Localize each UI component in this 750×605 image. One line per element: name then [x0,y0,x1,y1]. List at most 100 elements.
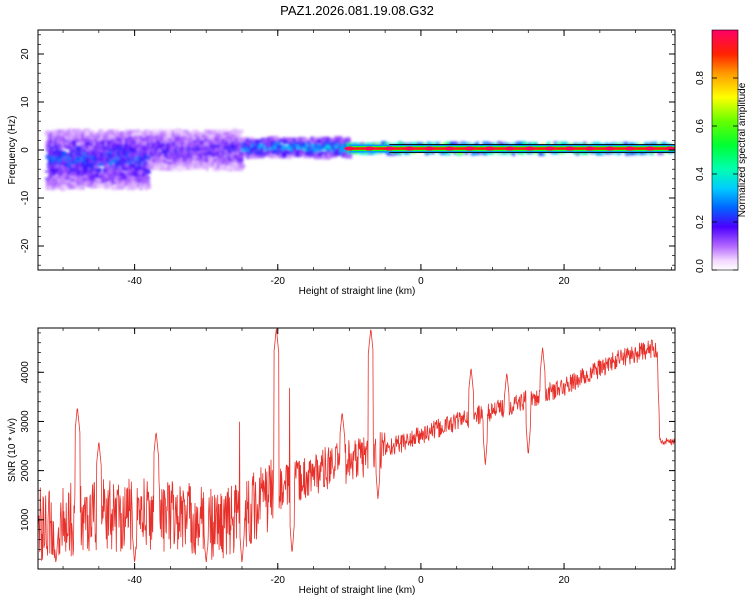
spectrogram-cell [336,142,343,148]
spectrogram-cell [83,157,90,160]
spectrogram-cell [343,149,348,154]
spectrogram-cell [216,153,223,159]
spectrogram-cell [51,169,57,175]
spectrogram-cell [144,175,151,181]
spectrogram-cell [176,146,182,152]
spectrogram-cell [171,167,179,171]
y-tick-label: 10 [20,96,31,108]
spectrogram-cell [165,146,173,152]
spectrogram-cell [204,161,210,167]
spectrogram-cell [146,157,151,161]
spectrogram-cell [208,155,213,160]
spectrogram-cell [103,138,110,143]
spectrogram-cell [324,151,329,155]
spectrogram-cell [103,155,110,160]
spectrogram-peak [624,146,635,151]
spectrogram-cell [108,183,112,188]
spectrogram-cell [81,185,85,190]
spectrogram-cell [321,144,330,148]
y-tick-label: 3000 [20,410,31,433]
spectrogram-cell [123,131,128,135]
spectrogram-cell [130,159,134,163]
spectrogram-cell [55,170,60,175]
spectrogram-cell [145,185,152,189]
spectrogram-cell [97,136,104,142]
spectrogram-cell [538,150,545,156]
figure-title: PAZ1.2026.081.19.08.G32 [280,3,434,18]
spectrogram-cell [205,146,209,150]
spectrogram-cell [138,155,143,161]
spectrogram-cell [46,182,52,186]
spectrogram-cell [53,165,61,170]
spectrogram-cell [546,141,551,147]
spectrogram-cell [143,182,151,185]
spectrogram-cell [166,165,175,171]
spectrogram-cell [453,142,459,147]
spectrogram-cell [305,143,310,148]
x-tick-label: -40 [127,575,142,586]
spectrogram-cell [440,151,446,155]
spectrogram-cell [146,171,151,174]
spectrogram-cell [182,135,188,140]
spectrogram-cell [231,161,238,167]
spectrogram-cell [208,157,216,163]
spectrogram-peak [364,146,375,151]
spectrogram-cell [305,149,309,155]
spectrogram-cell [100,129,104,134]
spectrogram-cell [272,153,276,159]
spectrogram-cell [243,151,249,156]
snr-series-line [38,328,675,563]
spectrogram-cell [287,154,292,160]
spectrogram-cell [152,132,157,136]
spectrogram-cell [139,176,144,180]
spectrogram-cell [234,134,241,137]
y-tick-label: 20 [20,48,31,60]
spectrogram-cell [166,130,174,133]
spectrogram-cell [155,134,161,140]
spectrogram-cell [126,179,133,183]
spectrogram-cell [72,144,77,149]
spectrogram-cell [325,145,333,150]
spectrogram-cell [45,184,52,191]
spectrogram-cell [189,149,196,155]
spectrogram-cell [216,133,223,139]
spectrogram-cell [90,142,95,147]
spectrogram-cell [127,182,134,186]
spectrogram-cell [126,157,135,161]
colorbar-tick-labels: 0.0 0.2 0.4 0.6 0.8 [695,71,706,273]
spectrogram-cell [120,170,125,173]
x-tick-label: -20 [271,575,286,586]
spectrogram-ticks [38,30,675,270]
spectrogram-cell [157,147,165,153]
spectrogram-cell [118,142,122,148]
spectrogram-cell [222,133,228,138]
spectrogram-cell [231,133,238,138]
spectrogram-cell [453,151,458,155]
spectrogram-cell [325,137,332,141]
spectrogram-cell [322,137,326,140]
spectrogram-peak [384,146,395,151]
spectrogram-cell [182,166,186,171]
spectrogram-cell [146,136,152,140]
spectrogram-cell [84,133,89,139]
spectrogram-cell [345,154,353,159]
spectrogram-cell [48,132,53,138]
spectrogram-cell [110,129,117,133]
spectrogram-cell [102,145,110,150]
spectrogram-cell [75,153,83,156]
spectrogram-cell [217,160,222,166]
spectrogram-cell [139,130,146,134]
spectrogram-cell [192,150,200,154]
colorbar-ticks [712,77,738,271]
spectrogram-cell [136,129,141,133]
spectrogram-cell [66,179,73,183]
spectrogram-cell [86,172,93,177]
spectrogram-peak [524,146,535,151]
snr-y-label: SNR (10 * v/v) [7,418,18,482]
spectrogram-cell [623,141,629,147]
spectrogram-cell [155,161,161,166]
spectrogram-cell [327,155,333,159]
spectrogram-cell [126,166,131,171]
spectrogram-cell [172,156,178,162]
spectrogram-cell [104,162,108,166]
